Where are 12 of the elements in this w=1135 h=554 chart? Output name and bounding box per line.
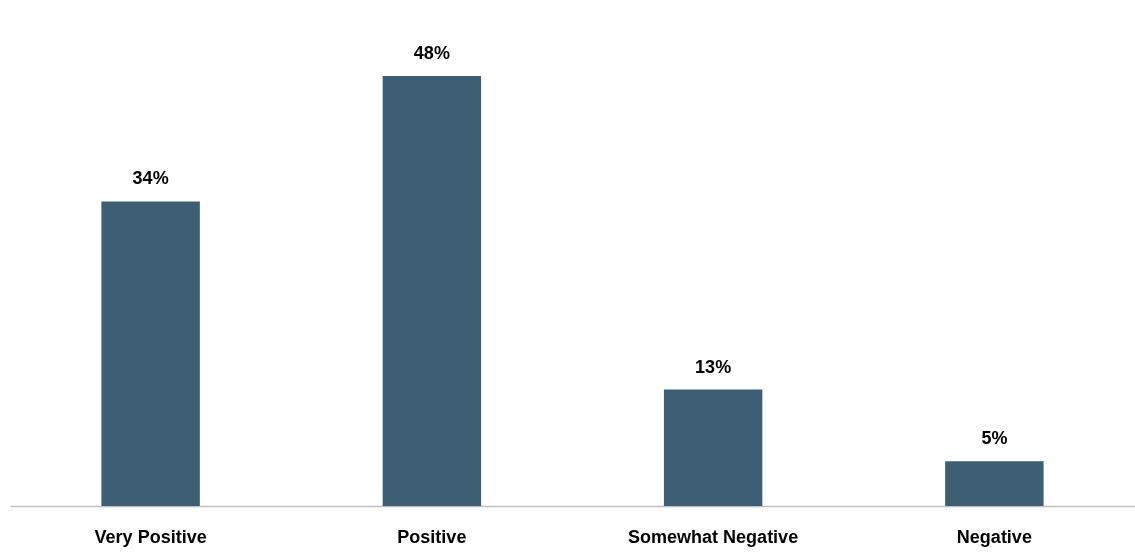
data-label: 48% bbox=[413, 43, 450, 63]
data-label: 34% bbox=[132, 168, 169, 189]
x-tick-label: Somewhat Negative bbox=[628, 526, 799, 547]
bar bbox=[663, 389, 763, 506]
bar bbox=[945, 461, 1044, 506]
bar bbox=[101, 201, 200, 506]
x-tick-label: Positive bbox=[397, 526, 467, 547]
x-tick-label: Very Positive bbox=[94, 526, 207, 547]
x-tick-label: Negative bbox=[956, 526, 1032, 547]
bar bbox=[382, 76, 482, 506]
data-label: 13% bbox=[695, 356, 732, 377]
data-label: 5% bbox=[981, 428, 1008, 449]
